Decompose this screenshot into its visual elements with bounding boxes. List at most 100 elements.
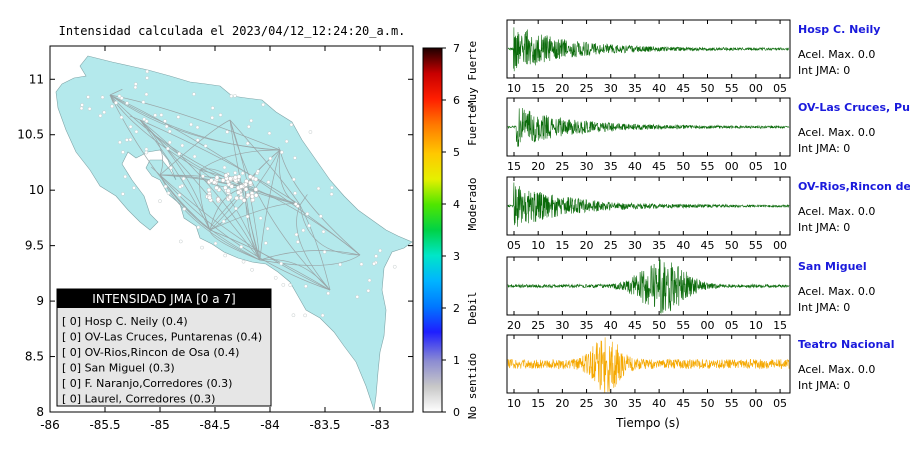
legend-header xyxy=(57,289,271,308)
time-tick-label: 30 xyxy=(555,319,569,332)
station-accel: Acel. Max. 0.0 xyxy=(798,363,875,376)
city-dot xyxy=(374,254,378,258)
road xyxy=(229,119,261,261)
road xyxy=(259,250,361,261)
time-tick-label: 40 xyxy=(652,397,666,410)
city-dot xyxy=(117,94,122,98)
colorbar-class-label: Debil xyxy=(466,291,479,324)
road xyxy=(259,149,281,261)
map-x-tick-label: -86 xyxy=(40,418,60,432)
city-dot xyxy=(292,177,296,182)
city-dot xyxy=(367,278,372,283)
station-accel: Acel. Max. 0.0 xyxy=(798,126,875,139)
map-y-tick-label: 8.5 xyxy=(25,350,44,364)
road xyxy=(159,174,246,189)
map-y-tick-label: 11 xyxy=(29,72,44,86)
city-dot xyxy=(163,119,167,123)
station-name: Teatro Nacional xyxy=(798,338,895,351)
city-dot xyxy=(261,102,265,107)
city-dot xyxy=(210,115,215,120)
city-dot xyxy=(245,141,250,146)
city-dot xyxy=(249,118,253,123)
legend-item: [ 0] OV-Rios,Rincon de Osa (0.4) xyxy=(62,346,239,359)
time-tick-label: 10 xyxy=(749,319,763,332)
city-dot xyxy=(189,122,193,127)
city-dot xyxy=(145,76,149,80)
city-dot xyxy=(177,193,182,197)
city-dot xyxy=(316,186,321,191)
city-dot xyxy=(196,225,201,230)
time-tick-label: 25 xyxy=(604,239,618,252)
city-dot xyxy=(210,106,215,110)
time-tick-label: 50 xyxy=(676,160,690,173)
city-dot xyxy=(180,143,185,148)
waveform-panel: 20 25 30 35 40 45 50 55 00 05 10 15 San Miguel Acel. … xyxy=(506,256,875,332)
city-dot xyxy=(121,192,125,196)
time-axis-label: Tiempo (s) xyxy=(615,416,680,430)
city-dot xyxy=(320,313,325,318)
city-dot xyxy=(195,138,200,142)
time-tick-label: 05 xyxy=(507,239,521,252)
waveform-trace xyxy=(507,27,789,72)
station-name: OV-Rios,Rincon de Osa xyxy=(798,180,910,193)
map-y-tick-label: 8 xyxy=(36,405,44,419)
time-tick-label: 55 xyxy=(701,160,715,173)
road xyxy=(109,94,361,256)
city-dot xyxy=(280,150,284,155)
city-dot xyxy=(114,100,118,105)
time-tick-label: 25 xyxy=(580,82,594,95)
station-name: San Miguel xyxy=(798,260,867,273)
waveform-panel: 05 10 15 20 25 30 35 40 45 50 55 00 OV-Rios,Rincon d… xyxy=(506,176,910,252)
station-accel: Acel. Max. 0.0 xyxy=(798,285,875,298)
time-tick-label: 45 xyxy=(652,160,666,173)
time-tick-label: 55 xyxy=(725,82,739,95)
road xyxy=(139,119,261,261)
city-dot xyxy=(233,175,238,180)
station-name: Hosp C. Neily xyxy=(798,23,880,36)
time-tick-label: 30 xyxy=(604,397,618,410)
city-dot xyxy=(243,187,249,192)
road xyxy=(279,149,361,256)
city-dot xyxy=(245,214,250,219)
city-dot xyxy=(166,191,171,195)
time-tick-label: 00 xyxy=(701,319,715,332)
city-dot xyxy=(248,174,253,179)
station-jma: Int JMA: 0 xyxy=(798,221,850,234)
time-tick-label: 25 xyxy=(580,397,594,410)
city-dot xyxy=(182,207,187,211)
time-tick-label: 50 xyxy=(652,319,666,332)
road xyxy=(159,174,331,291)
city-dot xyxy=(79,106,84,111)
time-tick-label: 30 xyxy=(628,239,642,252)
city-dot xyxy=(318,214,323,219)
city-dot xyxy=(267,131,272,136)
city-dot xyxy=(248,180,253,185)
city-dot xyxy=(366,288,371,293)
time-tick-label: 20 xyxy=(555,397,569,410)
time-tick-label: 35 xyxy=(628,82,642,95)
time-tick-label: 40 xyxy=(676,239,690,252)
colorbar-class-label: Moderado xyxy=(466,178,479,231)
time-tick-label: 45 xyxy=(676,82,690,95)
city-dot xyxy=(250,194,255,199)
road-network xyxy=(109,89,361,291)
city-dot xyxy=(301,228,306,233)
city-dot xyxy=(281,283,286,287)
time-tick-label: 15 xyxy=(507,160,521,173)
map-x-tick-label: -85.5 xyxy=(89,418,120,432)
map-x-tick-label: -83.5 xyxy=(309,418,340,432)
city-dot xyxy=(158,199,162,203)
city-dot xyxy=(80,103,84,107)
city-dot xyxy=(121,150,125,154)
station-accel: Acel. Max. 0.0 xyxy=(798,48,875,61)
city-dot xyxy=(164,124,169,129)
map-y-tick-label: 9.5 xyxy=(25,239,44,253)
city-dot xyxy=(236,190,241,195)
city-dot xyxy=(330,185,334,190)
city-dot xyxy=(125,101,129,105)
time-tick-label: 20 xyxy=(507,319,521,332)
time-tick-label: 00 xyxy=(749,397,763,410)
time-tick-label: 40 xyxy=(604,319,618,332)
